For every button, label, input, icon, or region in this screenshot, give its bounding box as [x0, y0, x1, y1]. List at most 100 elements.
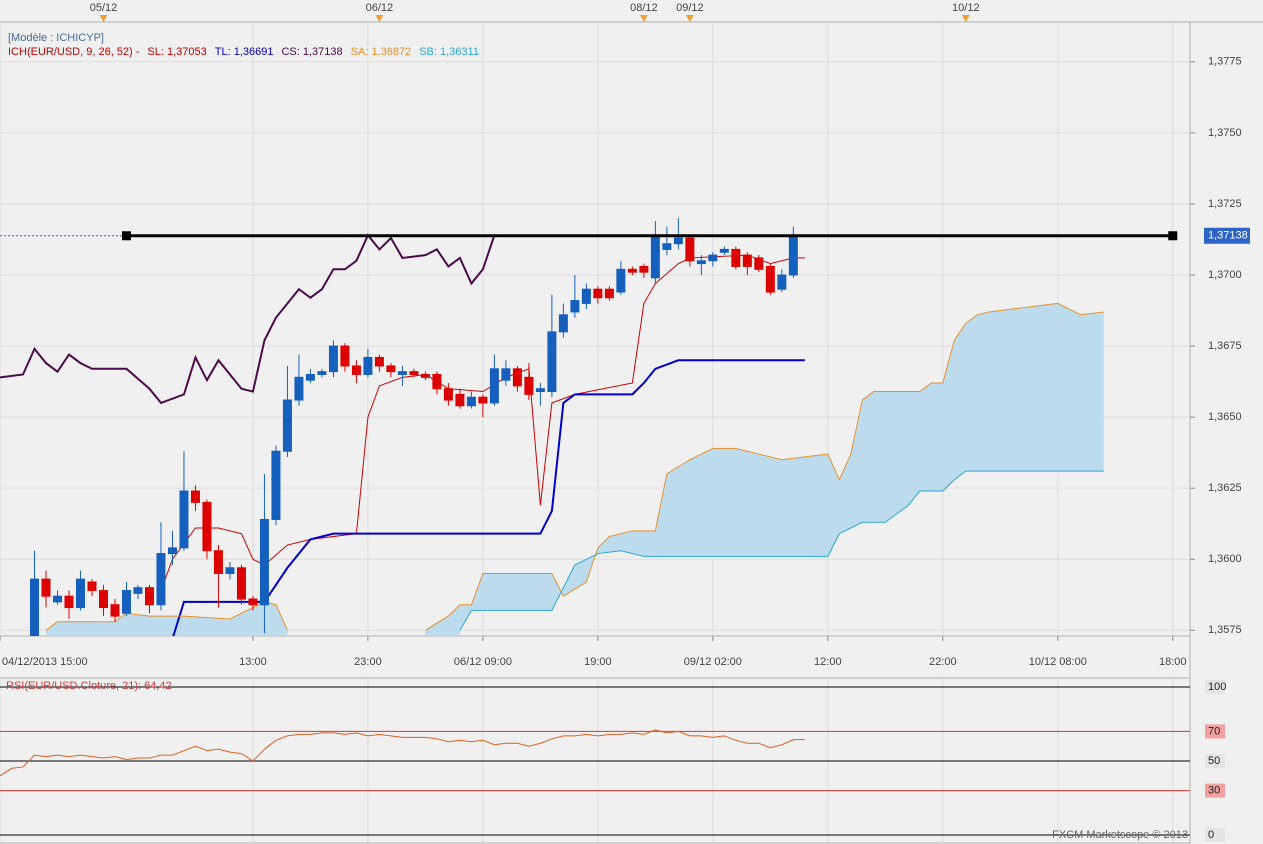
candle-body [259, 518, 269, 606]
candle-body [64, 595, 74, 609]
candle-body [328, 345, 338, 373]
candle-body [512, 368, 522, 387]
footer: FXCM Marketscope © 2013 [1052, 829, 1188, 841]
candle-body [581, 288, 591, 304]
indicator-legend: ICH(EUR/USD, 9, 26, 52) - SL: 1,37053 TL: … [8, 46, 479, 58]
x-tick-label: 13:00 [239, 656, 267, 668]
candle-body [305, 373, 315, 381]
y-tick-label: 1,3625 [1208, 482, 1242, 494]
candle-body [489, 368, 499, 404]
candle-body [535, 388, 545, 393]
candle-body [466, 396, 476, 407]
date-marker [639, 15, 648, 22]
date-marker-label: 08/12 [630, 2, 658, 14]
candle-body [386, 365, 396, 373]
rsi-tick-label: 70 [1208, 725, 1220, 737]
date-marker [961, 15, 970, 22]
candle-body [570, 300, 580, 313]
candle-body [478, 396, 488, 404]
rsi-panel [0, 677, 1191, 844]
indicator-line [0, 233, 496, 405]
candle-body [673, 237, 683, 245]
rsi-tick-label: 30 [1208, 785, 1220, 797]
candle-body [294, 376, 304, 401]
candle-body [156, 553, 166, 606]
date-marker [685, 15, 694, 22]
candle-body [179, 490, 189, 549]
y-tick-label: 1,3600 [1208, 553, 1242, 565]
candle-body [604, 288, 614, 299]
candle-body [282, 399, 292, 452]
price-label: 1,37138 [1208, 230, 1248, 242]
ichimoku-cloud [425, 303, 1104, 636]
date-marker-label: 05/12 [90, 2, 118, 14]
candle-body [317, 371, 327, 375]
candle-body [501, 368, 511, 381]
candle-body [225, 567, 235, 574]
x-tick-label: 19:00 [584, 656, 612, 668]
rsi-tick-box [1205, 783, 1225, 798]
candle-body [754, 257, 764, 270]
candle-body [547, 331, 557, 393]
legend-entry: SL: 1,37053 [147, 46, 206, 58]
candle-body [271, 450, 281, 520]
price-label-box [1204, 227, 1250, 244]
y-tick-label: 1,3725 [1208, 198, 1242, 210]
x-tick-label: 23:00 [354, 656, 382, 668]
x-tick-label: 04/12/2013 15:00 [2, 656, 88, 668]
candle-body [52, 595, 62, 603]
candle-body [213, 550, 223, 574]
rsi-tick-label: 100 [1208, 681, 1226, 693]
candle-body [363, 356, 373, 375]
y-tick-label: 1,3750 [1208, 127, 1242, 139]
candle-body [121, 590, 131, 614]
rsi-title: RSI(EUR/USD.Cloture, 21): 64,42 [6, 680, 172, 692]
legend-entry: SA: 1,36872 [351, 46, 412, 58]
candle-body [443, 388, 453, 401]
y-tick-label: 1,3575 [1208, 624, 1242, 636]
template-label: [Modèle : ICHICYP] [8, 32, 104, 44]
legend-entry: TL: 1,36691 [215, 46, 274, 58]
line-handle [1168, 231, 1178, 241]
y-tick-label: 1,3650 [1208, 411, 1242, 423]
candle-body [524, 376, 534, 395]
rsi-tick-label: 0 [1208, 829, 1214, 841]
candle-body [593, 288, 603, 299]
candle-body [662, 243, 672, 250]
candle-body [87, 581, 97, 592]
indicator-name: ICH(EUR/USD, 9, 26, 52) - [8, 46, 140, 58]
indicator-line [45, 302, 1104, 631]
line-handle [121, 231, 131, 241]
date-marker-label: 06/12 [366, 2, 394, 14]
candle-body [639, 265, 649, 273]
candle-body [627, 268, 637, 273]
candle-body [765, 265, 775, 293]
candle-body [777, 274, 787, 290]
candle-body [248, 598, 258, 606]
indicator-line [160, 254, 805, 591]
plot-area [0, 218, 1178, 636]
ichimoku-cloud [45, 601, 288, 636]
indicator-line [172, 359, 805, 636]
candle-body [455, 393, 465, 407]
x-tick-label: 12:00 [814, 656, 842, 668]
legend-entry: CS: 1,37138 [281, 46, 342, 58]
candle-body [351, 365, 361, 375]
candle-body [788, 234, 798, 276]
date-marker [99, 15, 108, 22]
candle-body [98, 590, 108, 609]
legend-entry: SB: 1,36311 [419, 46, 479, 58]
candle-body [731, 248, 741, 267]
date-marker-label: 10/12 [952, 2, 980, 14]
rsi-line [0, 729, 805, 777]
date-marker-label: 09/12 [676, 2, 704, 14]
candle-body [650, 234, 660, 279]
x-tick-label: 06/12 09:00 [454, 656, 512, 668]
indicator-line [459, 470, 1104, 631]
candle-body [616, 268, 626, 293]
candle-body [409, 371, 419, 375]
candle-body [236, 567, 246, 600]
candle-body [75, 578, 85, 609]
candle-body [340, 345, 350, 367]
